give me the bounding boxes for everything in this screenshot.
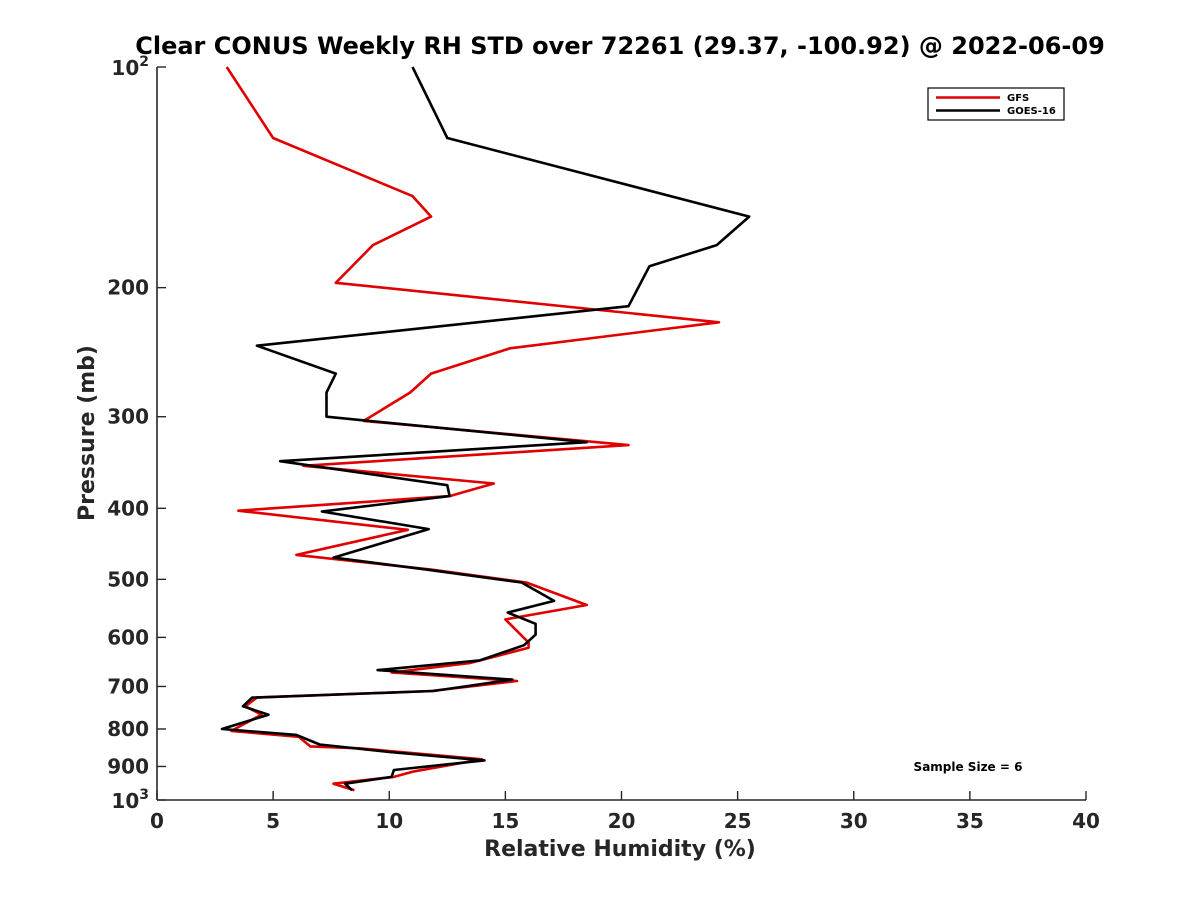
- y-tick-label: 102: [111, 54, 149, 80]
- x-tick-label: 25: [724, 809, 752, 833]
- y-tick-label: 600: [107, 625, 149, 649]
- series-line-gfs: [225, 66, 721, 792]
- y-axis-label: Pressure (mb): [75, 345, 100, 521]
- y-tick-label: 800: [107, 717, 149, 741]
- y-tick-label: 400: [107, 496, 149, 520]
- axes: 0 5 10 15 20 25 30 35 40 102 200 300 400 500 600 700 800…: [107, 54, 1100, 833]
- y-tick-label: 700: [107, 674, 149, 698]
- legend-box: [927, 87, 1065, 121]
- x-tick-label: 15: [491, 809, 519, 833]
- x-tick-label: 20: [608, 809, 636, 833]
- series-line-goes-16: [220, 66, 751, 792]
- y-tick-label: 200: [107, 276, 149, 300]
- y-tick-label: 500: [107, 567, 149, 591]
- chart-title: Clear CONUS Weekly RH STD over 72261 (29…: [135, 32, 1105, 60]
- legend-label-goes-16: GOES-16: [1007, 106, 1056, 117]
- x-axis-label: Relative Humidity (%): [484, 837, 756, 862]
- legend-label-gfs: GFS: [1007, 93, 1029, 104]
- x-tick-label: 0: [150, 809, 164, 833]
- x-tick-label: 35: [956, 809, 984, 833]
- legend: GFS GOES-16: [927, 87, 1065, 121]
- x-tick-label: 40: [1072, 809, 1100, 833]
- x-tick-label: 10: [375, 809, 403, 833]
- x-tick-label: 30: [840, 809, 868, 833]
- y-tick-label: 103: [111, 787, 149, 813]
- sample-size-annotation: Sample Size = 6: [914, 760, 1023, 774]
- series-layer: [220, 66, 751, 792]
- y-tick-label: 900: [107, 754, 149, 778]
- y-tick-label: 300: [107, 405, 149, 429]
- x-tick-label: 5: [266, 809, 280, 833]
